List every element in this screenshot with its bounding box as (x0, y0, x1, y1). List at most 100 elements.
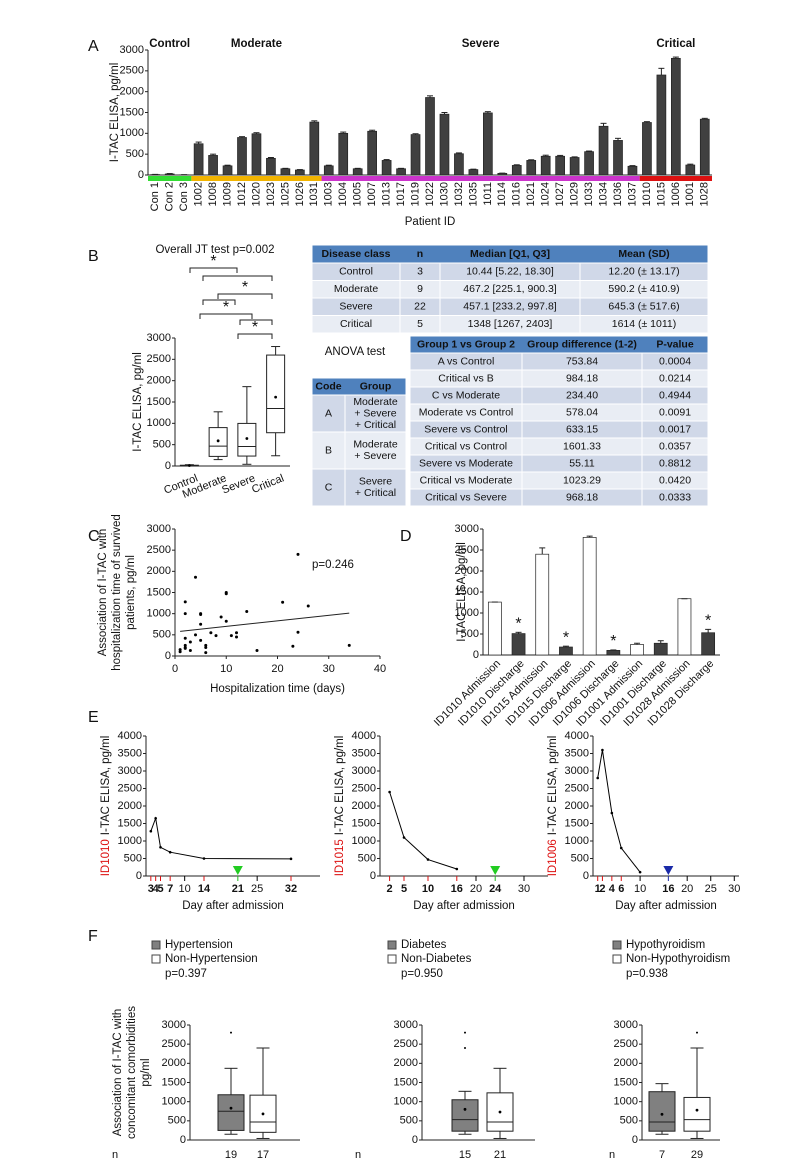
bar (677, 598, 692, 656)
table-cell: 968.18 (566, 491, 598, 503)
panel-letter: B (88, 248, 99, 265)
table-cell: Code (315, 380, 341, 392)
mean (660, 1112, 664, 1116)
x-tick-label: 1013 (381, 182, 393, 206)
table-cell: Group difference (1-2) (527, 338, 637, 350)
point (296, 552, 300, 556)
legend-label: Non-Hypothyroidism (626, 953, 730, 965)
table-cell: 55.11 (569, 457, 595, 469)
x-tick-label: 1036 (612, 182, 624, 206)
bar (396, 168, 406, 176)
panel-letter: D (400, 528, 412, 545)
point (214, 634, 218, 638)
panel-letter: A (88, 38, 99, 55)
table-cell-bg (641, 488, 709, 507)
x-tick-label: 40 (374, 663, 386, 675)
y-tick-label: 2500 (147, 353, 171, 365)
box (648, 1091, 676, 1132)
y-tick-label: 0 (473, 649, 479, 661)
y-axis-label: Association of I-TAC with (97, 529, 109, 657)
group-label: Severe (462, 38, 500, 50)
x-tick-label: 1021 (525, 182, 537, 206)
table-cell-bg (344, 468, 407, 507)
x-axis-label: Hospitalization time (days) (210, 683, 345, 695)
discharge-marker (663, 866, 674, 875)
table-cell: P-value (656, 338, 694, 350)
y-tick-label: 500 (358, 852, 376, 864)
outlier (696, 1031, 698, 1034)
table-cell-bg (344, 394, 407, 433)
table-cell: Severe (359, 476, 392, 488)
point (204, 651, 208, 655)
y-tick-label: 1000 (118, 835, 142, 847)
y-axis-label-text: I-TAC ELISA, pg/ml (334, 736, 346, 835)
bar (425, 97, 435, 176)
mean (261, 1112, 265, 1116)
x-tick-label: 1014 (496, 182, 508, 206)
y-tick-label: 2000 (147, 565, 171, 577)
point (178, 650, 182, 654)
table-cell: 0.0420 (659, 474, 691, 486)
x-tick-label: 30 (323, 663, 335, 675)
mean (498, 1110, 502, 1114)
point (183, 612, 187, 616)
point (402, 836, 406, 839)
table-cell: 5 (417, 318, 423, 330)
table-cell: + Severe (354, 450, 396, 462)
point (183, 646, 187, 650)
bar (439, 113, 450, 176)
mean (229, 1106, 233, 1110)
trend-line (180, 612, 350, 632)
table-cell-bg (311, 468, 346, 507)
y-tick-label: 2500 (147, 544, 171, 556)
x-tick-label: 4 (609, 883, 616, 895)
n-value: 17 (257, 1149, 269, 1161)
y-tick-label: 2500 (614, 1038, 638, 1050)
bar (237, 137, 247, 176)
y-tick-label: 2000 (394, 1057, 418, 1069)
y-tick-label: 1500 (455, 586, 479, 598)
point (296, 630, 300, 634)
x-tick-label: 1026 (294, 182, 306, 206)
y-tick-label: 2500 (162, 1038, 186, 1050)
bar (559, 646, 573, 656)
legend-label: Hypertension (165, 939, 233, 951)
y-tick-label: 3000 (120, 44, 144, 56)
point (601, 748, 604, 752)
point (638, 870, 642, 874)
point (235, 631, 238, 635)
x-tick-label: 1019 (409, 182, 421, 206)
x-tick-label: 25 (705, 883, 717, 895)
table-cell: 1348 [1267, 2403] (468, 318, 553, 330)
significance-star: * (610, 633, 616, 650)
bracket (202, 299, 236, 305)
x-tick-label: 2 (599, 883, 605, 895)
y-tick-label: 4000 (118, 730, 142, 742)
point (199, 638, 203, 642)
table-title: ANOVA test (325, 346, 386, 358)
table-cell: Severe (339, 301, 372, 313)
legend-swatch (387, 954, 397, 964)
point (224, 619, 228, 623)
x-axis-label: Day after admission (413, 900, 515, 912)
table-cell: 9 (417, 283, 423, 295)
bar (352, 168, 363, 176)
group-strip (321, 176, 640, 181)
y-tick-label: 2000 (162, 1057, 186, 1069)
x-tick-label: 1011 (482, 182, 494, 206)
x-tick-label: 1012 (236, 182, 248, 206)
box (266, 354, 286, 434)
bar (295, 169, 305, 176)
table-cell: + Critical (355, 487, 396, 499)
legend-label: Diabetes (401, 939, 447, 951)
y-tick-label: 2000 (147, 375, 171, 387)
bar (454, 153, 464, 176)
table-cell: Severe vs Moderate (419, 457, 513, 469)
y-tick-label: 4000 (565, 730, 589, 742)
table-cell-bg (311, 394, 346, 433)
x-tick-label: 1008 (207, 182, 219, 206)
group-label: Critical (656, 38, 695, 50)
p-value: p=0.938 (626, 968, 668, 980)
legend-label: Non-Diabetes (401, 953, 472, 965)
point (219, 615, 223, 619)
